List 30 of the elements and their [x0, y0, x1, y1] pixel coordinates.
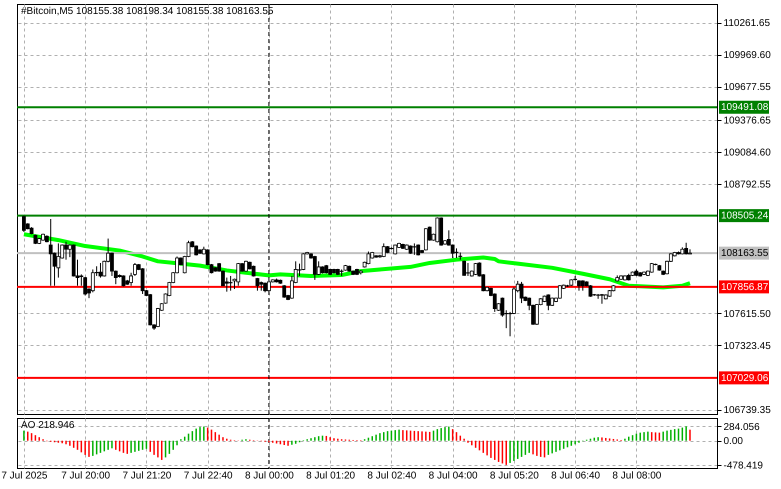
y-tick-label: 107615.50 [724, 308, 772, 320]
x-tick-label: 8 Jul 06:40 [551, 470, 601, 482]
x-tick-label: 8 Jul 00:00 [244, 470, 294, 482]
x-tick-label: 8 Jul 02:40 [367, 470, 417, 482]
ref-line-label: 108505.24 [721, 210, 769, 222]
y-tick-label: 106739.35 [724, 405, 772, 416]
x-tick-label: 7 Jul 22:40 [184, 470, 234, 482]
x-tick-label: 7 Jul 20:00 [61, 470, 111, 482]
ref-line-label: 109491.08 [721, 102, 769, 114]
y-tick-label: 0.00 [724, 436, 744, 448]
y-tick-label: 284.056 [724, 422, 760, 433]
chart-title: #Bitcoin,M5 108155.38 108198.34 108155.38 108163.55 [21, 6, 274, 17]
y-tick-label: 109084.60 [724, 147, 772, 158]
x-tick-label: 8 Jul 01:20 [306, 470, 356, 482]
x-tick-label: 8 Jul 04:00 [428, 470, 478, 482]
y-tick-label: 109969.60 [724, 50, 772, 62]
y-tick-label: 109677.55 [724, 82, 772, 94]
ref-line-label: 107029.06 [721, 372, 769, 384]
x-tick-label: 7 Jul 21:20 [122, 470, 172, 482]
y-tick-label: 108792.55 [724, 179, 772, 190]
x-tick-label: 8 Jul 05:20 [490, 470, 540, 482]
y-tick-label: 107323.45 [724, 340, 772, 352]
x-tick-label: 7 Jul 2025 [1, 470, 48, 482]
ref-line-label: 108163.55 [721, 248, 769, 260]
x-tick-label: 8 Jul 08:00 [612, 470, 662, 482]
y-tick-label: 109376.65 [724, 115, 772, 126]
annotation: AO 218.946 [21, 420, 75, 431]
ref-line-label: 107856.87 [721, 282, 769, 293]
y-tick-label: -478.419 [724, 460, 764, 472]
y-tick-label: 110261.65 [724, 18, 770, 30]
